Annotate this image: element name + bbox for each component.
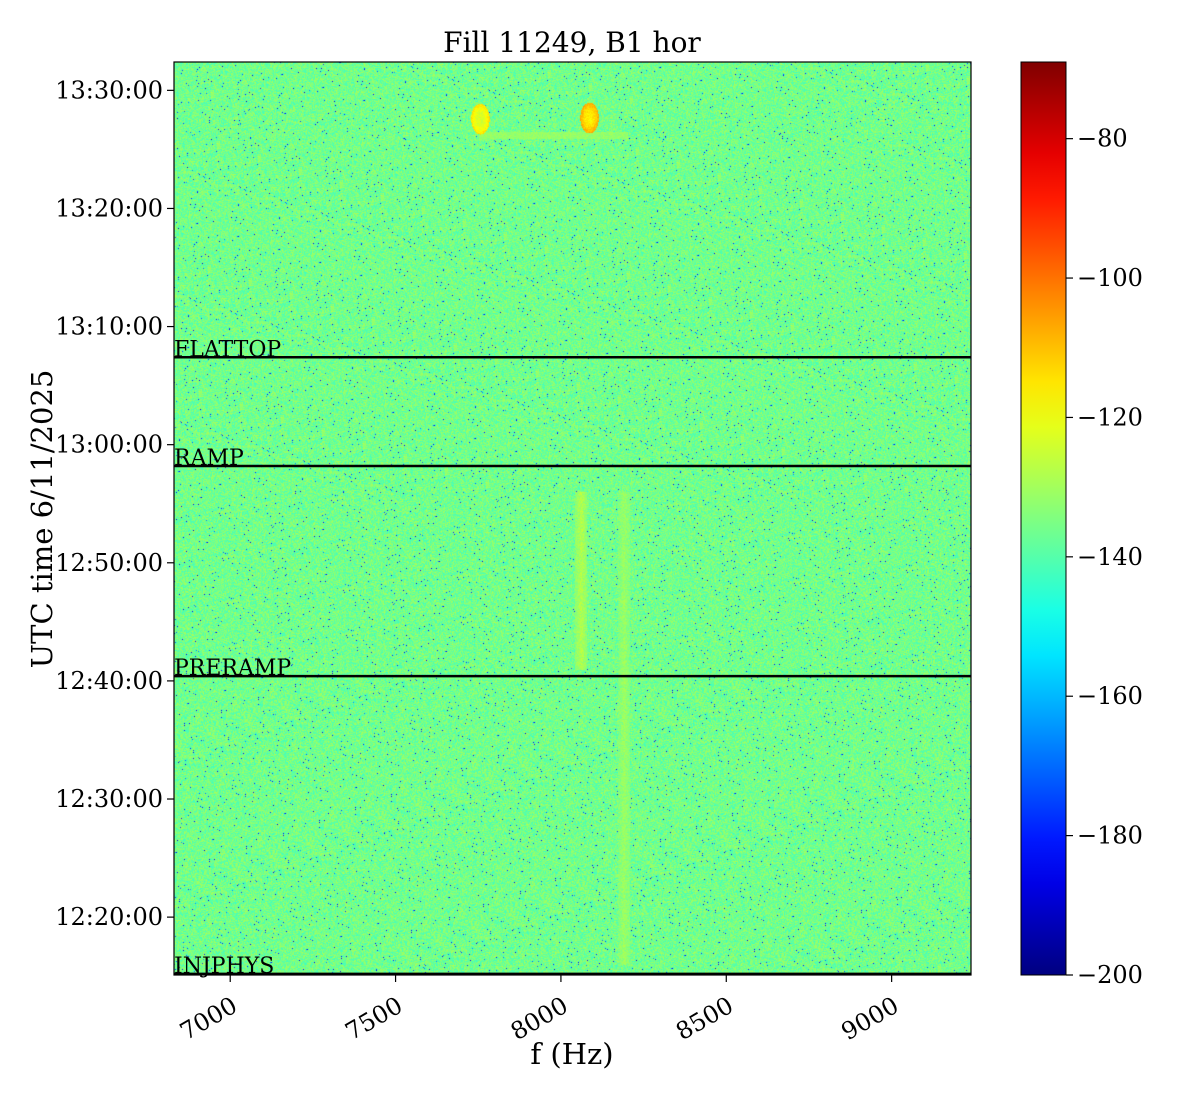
colorbar-tick-label: −100 xyxy=(1077,264,1143,292)
y-tick-label: 13:20:00 xyxy=(55,194,163,222)
x-axis-label: f (Hz) xyxy=(530,1037,613,1071)
y-axis-label: UTC time 6/11/2025 xyxy=(25,370,59,669)
marker-label-preramp: PRERAMP xyxy=(174,656,291,681)
y-tick-label: 12:20:00 xyxy=(55,903,163,931)
x-tick-label: 9000 xyxy=(837,991,904,1046)
x-axis-ticks: 7000 7500 8000 8500 9000 xyxy=(175,975,903,1046)
y-tick-label: 12:30:00 xyxy=(55,785,163,813)
marker-label-flattop: FLATTOP xyxy=(174,337,281,362)
colorbar-tick-label: −160 xyxy=(1077,682,1143,710)
colorbar: −80 −100 −120 −140 −160 −180 −200 xyxy=(1020,61,1143,989)
y-tick-label: 13:30:00 xyxy=(55,76,163,104)
colorbar-gradient xyxy=(1020,61,1067,976)
colorbar-tick-label: −140 xyxy=(1077,543,1143,571)
marker-label-ramp: RAMP xyxy=(174,446,244,471)
x-tick-label: 8500 xyxy=(671,991,738,1046)
x-tick-label: 7000 xyxy=(175,991,242,1046)
colorbar-tick-label: −80 xyxy=(1077,125,1128,153)
y-tick-label: 13:10:00 xyxy=(55,313,163,341)
x-tick-label: 7500 xyxy=(340,991,407,1046)
colorbar-ticks: −80 −100 −120 −140 −160 −180 −200 xyxy=(1066,125,1143,989)
chart-title: Fill 11249, B1 hor xyxy=(443,26,701,59)
colorbar-tick-label: −180 xyxy=(1077,822,1143,850)
colorbar-tick-label: −200 xyxy=(1077,961,1143,989)
heatmap-canvas xyxy=(174,62,971,975)
y-tick-label: 12:50:00 xyxy=(55,549,163,577)
y-tick-label: 12:40:00 xyxy=(55,667,163,695)
colorbar-tick-label: −120 xyxy=(1077,403,1143,431)
plot-frame xyxy=(173,61,972,976)
y-axis-ticks: 12:20:00 12:30:00 12:40:00 12:50:00 13:00:00… xyxy=(55,76,174,931)
y-tick-label: 13:00:00 xyxy=(55,431,163,459)
